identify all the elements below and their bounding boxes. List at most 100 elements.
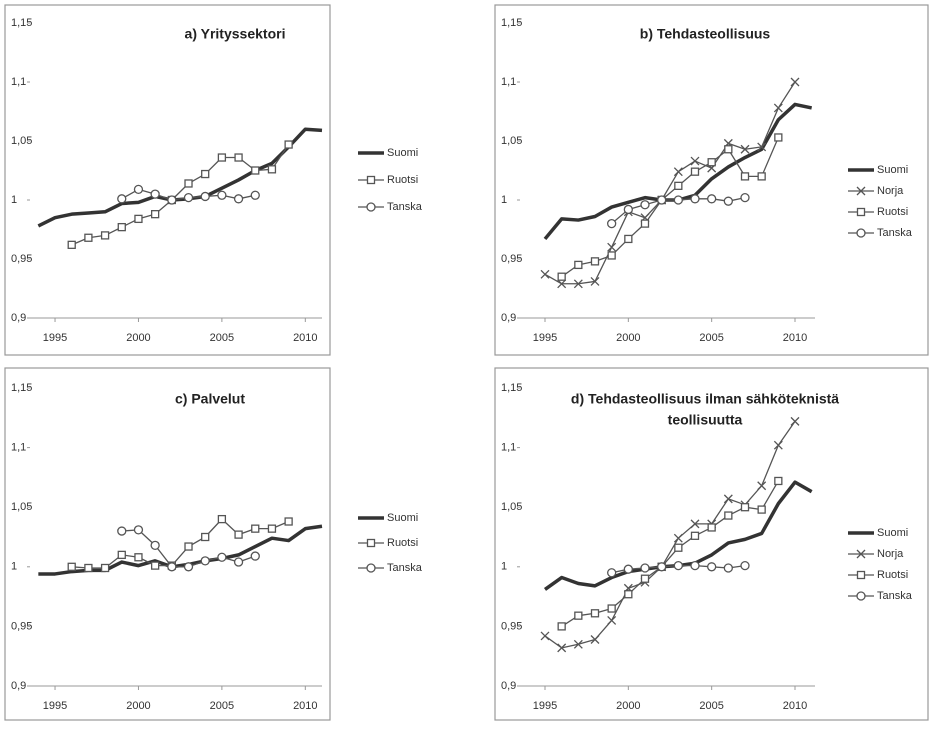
marker — [690, 519, 700, 529]
marker — [183, 192, 194, 203]
x-tick-label: 1995 — [533, 700, 557, 712]
y-tick-label: 0,95 — [11, 253, 32, 265]
marker — [284, 140, 293, 149]
marker — [573, 639, 583, 649]
marker — [723, 563, 733, 573]
x-tick-label: 2005 — [699, 332, 723, 344]
marker — [707, 562, 717, 572]
y-tick-label: 1,1 — [501, 76, 516, 88]
x-tick-label: 2005 — [210, 332, 234, 344]
marker — [640, 219, 650, 228]
marker — [673, 533, 683, 543]
marker — [607, 568, 617, 578]
marker — [674, 543, 683, 552]
marker — [540, 269, 550, 279]
marker — [217, 514, 227, 524]
marker — [234, 153, 243, 162]
marker — [757, 142, 767, 152]
x-tick-label: 2010 — [293, 332, 317, 344]
marker — [757, 505, 766, 514]
marker — [84, 563, 93, 573]
marker — [856, 186, 866, 196]
marker — [217, 552, 227, 562]
marker — [366, 563, 376, 573]
marker — [856, 570, 866, 580]
y-tick-label: 1 — [11, 561, 17, 573]
marker — [707, 523, 716, 532]
x-tick-label: 1995 — [43, 700, 67, 712]
panel-border — [4, 367, 331, 721]
marker — [673, 167, 683, 177]
marker — [740, 192, 750, 203]
marker — [267, 524, 277, 533]
marker — [707, 194, 717, 204]
y-tick-label: 1,1 — [501, 442, 516, 454]
x-tick-label: 2005 — [210, 700, 234, 712]
y-tick-label: 1,05 — [501, 135, 522, 147]
marker — [607, 218, 617, 229]
marker — [540, 631, 550, 641]
marker — [366, 202, 376, 212]
chart-title: c) Palvelut — [175, 391, 245, 407]
y-tick-label: 1,15 — [11, 17, 32, 29]
y-tick-label: 1 — [501, 561, 507, 573]
y-tick-label: 1 — [11, 194, 17, 206]
marker — [740, 560, 750, 571]
marker — [623, 204, 633, 215]
legend-label: Tanska — [387, 201, 423, 213]
marker — [657, 562, 667, 572]
legend-label: Suomi — [877, 527, 908, 539]
marker — [117, 550, 126, 560]
marker — [366, 175, 376, 185]
marker — [790, 416, 800, 426]
legend-label: Norja — [877, 185, 904, 197]
marker — [707, 158, 716, 167]
marker — [201, 532, 210, 542]
marker — [723, 494, 733, 504]
marker — [774, 476, 783, 486]
marker — [674, 181, 683, 190]
marker — [184, 179, 193, 188]
marker — [724, 511, 733, 520]
y-tick-label: 0,95 — [501, 620, 522, 632]
marker — [167, 562, 177, 572]
marker — [607, 615, 617, 625]
marker — [624, 234, 633, 244]
marker — [773, 103, 783, 113]
marker — [690, 560, 700, 571]
chart-title: b) Tehdasteollisuus — [640, 26, 771, 42]
chart-title: d) Tehdasteollisuus ilman sähköteknistä — [571, 391, 839, 407]
marker — [557, 643, 567, 653]
marker — [133, 184, 144, 195]
x-tick-label: 2010 — [783, 332, 807, 344]
marker — [657, 195, 667, 205]
marker — [134, 553, 143, 562]
marker — [757, 172, 766, 181]
marker — [117, 526, 127, 536]
marker — [774, 133, 783, 142]
marker — [250, 190, 260, 200]
marker — [724, 145, 733, 154]
x-tick-label: 2000 — [126, 700, 150, 712]
marker — [740, 503, 750, 512]
y-tick-label: 1,15 — [501, 382, 522, 394]
y-tick-label: 0,9 — [501, 312, 516, 324]
marker — [557, 279, 567, 289]
marker — [233, 194, 244, 204]
y-tick-label: 0,95 — [501, 253, 522, 265]
marker — [574, 611, 583, 620]
marker — [233, 557, 244, 567]
marker — [673, 560, 683, 571]
marker — [234, 530, 243, 539]
legend-label: Suomi — [387, 147, 418, 159]
x-tick-label: 2005 — [699, 700, 723, 712]
marker — [184, 542, 193, 551]
marker — [150, 189, 160, 199]
marker — [557, 622, 566, 631]
marker — [624, 590, 633, 599]
marker — [640, 574, 650, 583]
marker — [856, 228, 866, 238]
x-tick-label: 2000 — [616, 700, 640, 712]
y-tick-label: 0,9 — [11, 312, 26, 324]
marker — [623, 564, 633, 574]
